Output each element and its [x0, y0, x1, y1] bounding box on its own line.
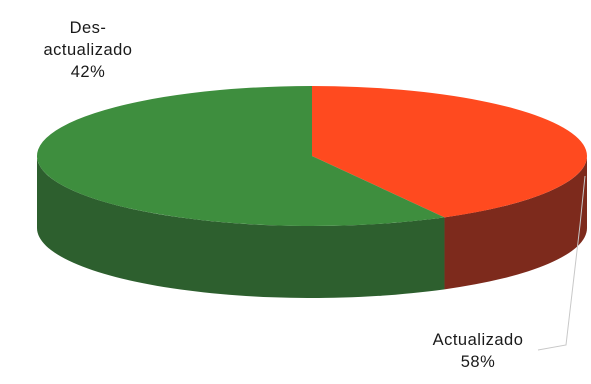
slice-label-line: actualizado	[43, 41, 133, 59]
slice-label-line: Actualizado	[432, 331, 524, 349]
slice-value-label: 42%	[70, 63, 106, 81]
slice-desactualizado-top	[312, 86, 587, 218]
slice-label-line: Des-	[69, 19, 107, 37]
slice-actualizado-top	[36, 86, 445, 227]
slice-actualizado-side	[37, 156, 445, 298]
leader-line-actualizado	[537, 175, 586, 351]
slice-value-label: 58%	[460, 353, 496, 371]
slice-label-actualizado: Actualizado 58%	[398, 329, 558, 373]
slice-desactualizado-side	[444, 156, 587, 290]
slice-label-desactualizado: Des- actualizado 42%	[8, 17, 168, 83]
